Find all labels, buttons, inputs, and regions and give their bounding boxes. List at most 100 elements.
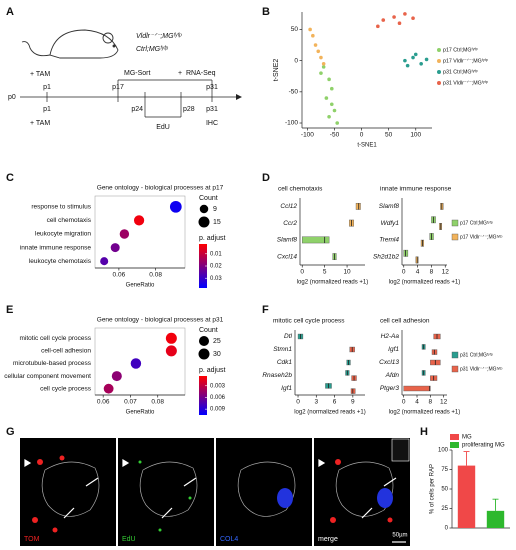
point <box>411 16 415 21</box>
x-tick-label: 8 <box>430 269 434 276</box>
color-bar <box>199 244 207 288</box>
legend-label: p17 Vldlr⁻ᐟ⁻;MGᶠʸᶠᵖ <box>460 234 502 240</box>
y-tick-label: Sh2d1b2 <box>373 253 399 260</box>
x-tick-label: 0.08 <box>149 272 162 279</box>
y-tick-label: Slamf8 <box>379 203 400 210</box>
y-tick-label: -100 <box>285 120 298 127</box>
genotype: Vldlr⁻ᐟ⁻;MGᶠʸᶠᵖ <box>136 33 182 40</box>
genotype: Ctrl;MGᶠʸᶠᵖ <box>136 46 168 53</box>
dot <box>130 358 142 369</box>
timeline-start: p0 <box>8 94 16 101</box>
arrow <box>63 507 75 519</box>
bar <box>486 510 505 528</box>
y-tick-label: Treml4 <box>379 237 399 244</box>
dot <box>119 229 130 239</box>
legend-label: p17 Vldlr⁻ᐟ⁻;MGᶠʸᶠᵖ <box>443 58 488 64</box>
legend-label: p31 Ctrl;MGᶠʸᶠᵖ <box>460 352 493 358</box>
x-axis-label: log2 (normalized reads +1) <box>389 280 461 286</box>
panel-label: F <box>262 304 269 316</box>
dot <box>133 215 145 226</box>
point <box>327 77 331 82</box>
y-tick-label: H2-Aa <box>381 333 400 340</box>
color-tick-label: 0.009 <box>210 407 226 413</box>
mouse-ear <box>102 32 114 44</box>
point <box>329 86 334 91</box>
cell <box>52 527 58 533</box>
arrow <box>383 477 397 487</box>
cell <box>32 517 38 523</box>
color-bar <box>199 376 207 415</box>
y-tick-label: 0 <box>294 57 298 64</box>
outline <box>41 461 100 517</box>
x-tick-label: -50 <box>330 132 340 139</box>
y-tick-label: Stmn1 <box>273 346 292 353</box>
y-tick-label: Ccr2 <box>283 220 297 227</box>
x-tick-label: 4 <box>415 399 419 406</box>
y-tick-label: leukocyte migration <box>35 231 91 238</box>
timeline-label: + <box>178 70 182 77</box>
timeline-ticks <box>46 79 213 118</box>
x-tick-label: 50 <box>385 132 393 139</box>
chart-title: innate immune response <box>380 186 452 193</box>
legend-swatch <box>450 434 459 440</box>
size-legend-title: Count <box>199 195 218 202</box>
point <box>324 96 329 100</box>
mouse-icon <box>21 29 119 59</box>
size-legend-dot <box>199 204 209 214</box>
y-tick-label: cell-cell adhesion <box>41 348 91 355</box>
box <box>403 385 431 392</box>
x-tick-label: 0.06 <box>113 272 126 279</box>
y-tick-label: Rnaseh2b <box>262 372 292 379</box>
error-bar <box>492 498 499 511</box>
y-tick-label: 25 <box>441 506 448 512</box>
y-tick-label: 100 <box>438 448 449 454</box>
x-tick-label: 5 <box>323 269 327 276</box>
x-tick-label: 4 <box>416 269 420 276</box>
point <box>403 58 407 63</box>
x-tick-label: 0 <box>296 399 300 406</box>
legend-swatch <box>451 365 459 373</box>
legend-swatch <box>451 351 459 359</box>
x-tick-label: 3 <box>314 399 318 406</box>
bar <box>457 465 476 528</box>
y-tick-label: Ptger3 <box>380 385 400 392</box>
point <box>424 57 429 62</box>
x-tick-label: 100 <box>410 132 421 139</box>
legend-swatch <box>451 233 459 241</box>
x-tick-label: 0.07 <box>124 399 137 406</box>
timeline-label: + TAM <box>30 120 50 127</box>
y-tick-label: Ccl12 <box>280 203 297 210</box>
dot <box>111 371 122 382</box>
panel-label: A <box>6 6 14 18</box>
cell <box>138 460 142 464</box>
cell <box>387 517 393 523</box>
size-legend-title: Count <box>199 327 218 334</box>
legend-swatch <box>437 48 441 52</box>
tom-signal <box>32 455 393 533</box>
x-axis-label: log2 (normalized reads +1) <box>297 280 369 286</box>
y-tick-label: -50 <box>289 89 299 96</box>
point <box>321 65 326 69</box>
x-tick-label: 0.08 <box>151 399 164 406</box>
size-legend-label: 25 <box>213 338 221 345</box>
y-tick-label: innate immune response <box>20 244 92 251</box>
timeline-label: p31 <box>206 84 218 91</box>
cell <box>59 455 65 461</box>
panel-labels: A B C D E F G H <box>6 6 428 438</box>
timeline-label: p17 <box>112 84 124 91</box>
size-legend-label: 9 <box>213 206 217 213</box>
x-tick-label: 0.06 <box>97 399 110 406</box>
outline <box>335 461 394 517</box>
mouse-tail <box>21 41 51 57</box>
edu-signal <box>138 460 192 532</box>
timeline-label: p1 <box>43 106 51 113</box>
chart-title: cell cell adhesion <box>380 318 430 325</box>
channel-label: EdU <box>122 536 136 543</box>
color-tick-label: 0.006 <box>210 395 226 401</box>
x-tick-label: 9 <box>351 399 355 406</box>
panel-label: B <box>262 6 270 18</box>
size-legend-dot <box>198 335 210 347</box>
x-tick-label: 0 <box>360 132 364 139</box>
arrowhead <box>318 458 326 468</box>
